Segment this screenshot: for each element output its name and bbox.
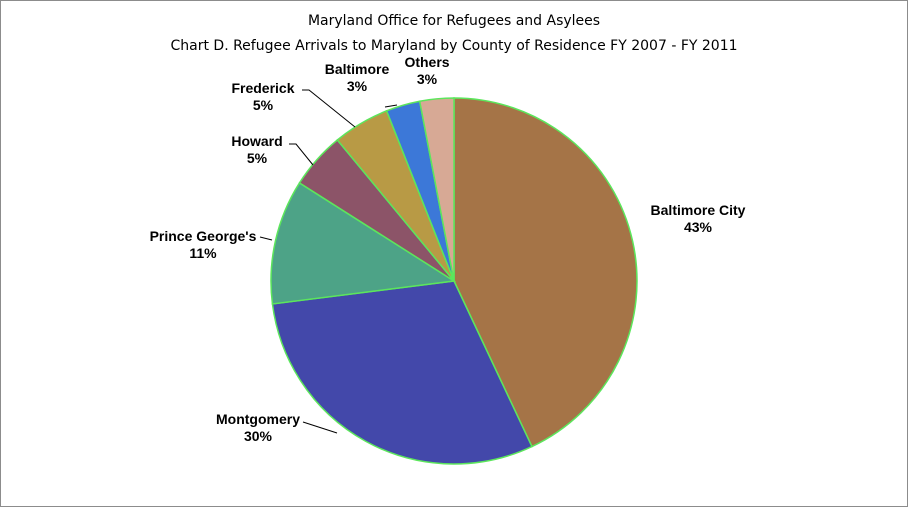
slice-label: Montgomery bbox=[216, 411, 300, 427]
slice-percent-label: 5% bbox=[253, 97, 274, 113]
leader-line bbox=[302, 89, 356, 128]
leader-line bbox=[302, 421, 338, 434]
leader-line bbox=[259, 236, 273, 241]
leader-line bbox=[289, 143, 314, 166]
slice-label: Baltimore bbox=[325, 61, 390, 77]
slice-percent-label: 5% bbox=[247, 150, 268, 166]
pie-slice-montgomery bbox=[271, 280, 533, 465]
slice-percent-label: 30% bbox=[244, 428, 273, 444]
chart-subtitle: Chart D. Refugee Arrivals to Maryland by… bbox=[170, 38, 738, 54]
slice-label: Frederick bbox=[231, 80, 294, 96]
pie-slice-baltimore-city bbox=[453, 97, 638, 448]
slice-percent-label: 43% bbox=[684, 219, 713, 235]
slice-percent-label: 3% bbox=[417, 71, 438, 87]
leader-line bbox=[384, 104, 398, 108]
pie-slice-others bbox=[418, 97, 455, 282]
slice-label: Howard bbox=[231, 133, 282, 149]
pie-slice-prince-george-s bbox=[270, 181, 457, 305]
slice-percent-label: 3% bbox=[347, 78, 368, 94]
slice-percent-label: 11% bbox=[189, 245, 217, 261]
chart-title: Maryland Office for Refugees and Asylees bbox=[307, 13, 601, 29]
slice-label: Others bbox=[404, 54, 449, 70]
slice-label: Prince George's bbox=[150, 228, 257, 244]
slice-label: Baltimore City bbox=[651, 202, 746, 218]
